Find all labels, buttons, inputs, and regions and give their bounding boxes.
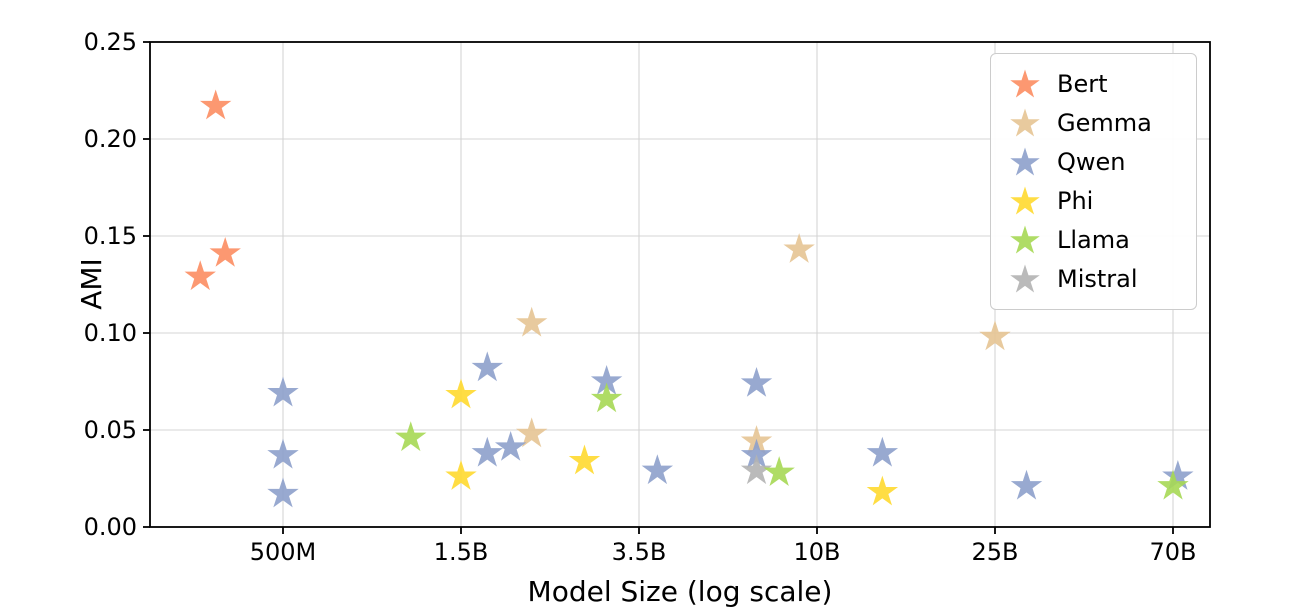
y-tick-label: 0.10 (84, 319, 137, 347)
data-point-star-mistral (740, 454, 773, 485)
data-point-star-gemma (515, 417, 548, 448)
legend: Bert Gemma Qwen Phi Llama Mistral (990, 53, 1197, 310)
legend-star-icon (1010, 147, 1040, 176)
data-point-star-gemma (783, 233, 815, 263)
legend-item-label: Phi (1057, 187, 1094, 215)
data-point-star-gemma (515, 306, 548, 337)
data-point-star-qwen (866, 436, 899, 467)
data-point-star-llama (395, 421, 427, 452)
legend-item-label: Bert (1057, 70, 1108, 98)
data-point-star-llama (1157, 469, 1189, 500)
y-tick-label: 0.15 (84, 222, 137, 250)
legend-item-label: Mistral (1057, 265, 1138, 293)
data-point-star-qwen (494, 430, 527, 461)
data-point-star-phi (866, 475, 899, 506)
legend-star-icon (1010, 186, 1040, 215)
legend-item-gemma: Gemma (1007, 105, 1196, 141)
legend-item-llama: Llama (1007, 222, 1196, 258)
legend-item-label: Gemma (1057, 109, 1152, 137)
data-point-star-bert (199, 89, 232, 120)
star-icon (1010, 225, 1040, 254)
data-point-star-phi (445, 378, 477, 409)
x-tick-label: 70B (1149, 538, 1196, 566)
plot-border (149, 41, 1211, 528)
data-point-star-qwen (641, 454, 674, 485)
star-icon (1010, 186, 1040, 215)
legend-item-mistral: Mistral (1007, 261, 1196, 297)
legend-star-icon (1010, 69, 1040, 98)
star-icon (1010, 147, 1040, 176)
y-tick-label: 0.05 (84, 416, 137, 444)
data-point-star-qwen (1010, 469, 1043, 500)
x-tick-label: 3.5B (612, 538, 667, 566)
x-tick-label: 25B (971, 538, 1018, 566)
data-point-star-qwen (471, 351, 503, 382)
y-axis-title: AMI (75, 258, 108, 310)
y-tick-label: 0.20 (84, 125, 137, 153)
star-icon (1010, 108, 1040, 137)
data-point-star-qwen (267, 376, 299, 407)
legend-star-icon (1010, 108, 1040, 137)
star-icon (1010, 264, 1040, 293)
x-tick-label: 10B (793, 538, 840, 566)
data-point-star-qwen (267, 438, 299, 469)
data-point-star-llama (763, 456, 795, 487)
data-point-star-bert (184, 260, 216, 291)
data-point-star-qwen (267, 477, 299, 508)
data-point-star-qwen (740, 366, 773, 397)
data-point-star-qwen (1162, 460, 1194, 490)
y-tick-label: 0.25 (84, 28, 137, 56)
legend-item-bert: Bert (1007, 66, 1196, 102)
data-point-star-gemma (979, 320, 1011, 351)
data-point-star-bert (209, 236, 241, 267)
x-tick-label: 1.5B (434, 538, 489, 566)
legend-item-qwen: Qwen (1007, 144, 1196, 180)
data-point-star-qwen (740, 438, 773, 469)
legend-star-icon (1010, 264, 1040, 293)
star-icon (1010, 69, 1040, 98)
data-point-star-phi (445, 460, 477, 490)
data-point-star-qwen (590, 365, 623, 395)
legend-item-phi: Phi (1007, 183, 1196, 219)
x-tick-label: 500M (250, 538, 317, 566)
x-axis-title: Model Size (log scale) (527, 575, 833, 608)
data-point-star-llama (590, 382, 623, 413)
data-point-star-qwen (471, 436, 503, 467)
data-point-star-phi (568, 444, 601, 475)
y-tick-label: 0.00 (84, 513, 137, 541)
legend-item-label: Llama (1057, 226, 1130, 254)
legend-star-icon (1010, 225, 1040, 254)
legend-item-label: Qwen (1057, 148, 1126, 176)
